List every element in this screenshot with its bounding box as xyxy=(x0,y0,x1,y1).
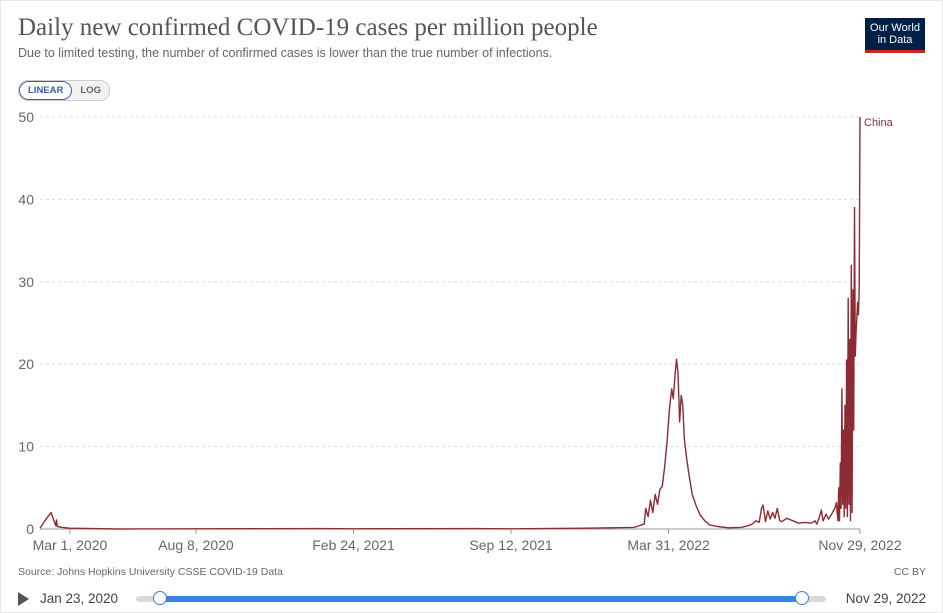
y-tick-label: 50 xyxy=(18,109,34,125)
chart-series: China xyxy=(39,116,894,530)
scale-toggle: LINEAR LOG xyxy=(18,80,110,101)
license-label[interactable]: CC BY xyxy=(893,566,926,578)
x-tick-label: Mar 31, 2022 xyxy=(627,537,710,553)
y-tick-label: 0 xyxy=(26,521,34,537)
timeline-range-fill xyxy=(160,596,802,602)
series-line-china xyxy=(39,116,861,530)
y-tick-label: 20 xyxy=(18,356,34,372)
timeline-start-handle[interactable] xyxy=(153,591,167,605)
line-chart: 0 10 20 30 40 50 Mar 1, 2020 Aug 8, 2020 Feb 24… xyxy=(18,109,902,553)
page-title: Daily new confirmed COVID-19 cases per m… xyxy=(18,14,598,41)
x-tick-label: Sep 12, 2021 xyxy=(469,537,553,553)
log-scale-button[interactable]: LOG xyxy=(72,81,109,100)
y-tick-label: 10 xyxy=(18,439,34,455)
timeline-end-label: Nov 29, 2022 xyxy=(845,591,926,606)
x-tick-label: Mar 1, 2020 xyxy=(33,537,108,553)
y-tick-label: 30 xyxy=(18,274,34,290)
y-axis: 0 10 20 30 40 50 xyxy=(18,109,34,537)
chart-grid xyxy=(40,116,860,448)
play-icon[interactable] xyxy=(18,592,29,606)
timeline-start-label: Jan 23, 2020 xyxy=(40,591,119,606)
logo-line-1: Our World xyxy=(870,22,920,34)
timeline-end-handle[interactable] xyxy=(795,591,809,605)
logo-line-2: in Data xyxy=(877,34,913,46)
series-label: China xyxy=(864,117,894,129)
timeline: Jan 23, 2020 Nov 29, 2022 xyxy=(18,588,928,610)
page-subtitle: Due to limited testing, the number of co… xyxy=(18,46,553,60)
y-tick-label: 40 xyxy=(18,191,34,207)
owid-logo[interactable]: Our World in Data xyxy=(865,18,925,53)
x-axis: Mar 1, 2020 Aug 8, 2020 Feb 24, 2021 Sep 12… xyxy=(33,528,902,553)
source-note[interactable]: Source: Johns Hopkins University CSSE CO… xyxy=(18,566,283,578)
x-tick-label: Feb 24, 2021 xyxy=(312,537,395,553)
x-tick-label: Nov 29, 2022 xyxy=(818,537,901,553)
timeline-track[interactable] xyxy=(136,591,826,605)
linear-scale-button[interactable]: LINEAR xyxy=(19,81,73,100)
x-tick-label: Aug 8, 2020 xyxy=(158,537,234,553)
